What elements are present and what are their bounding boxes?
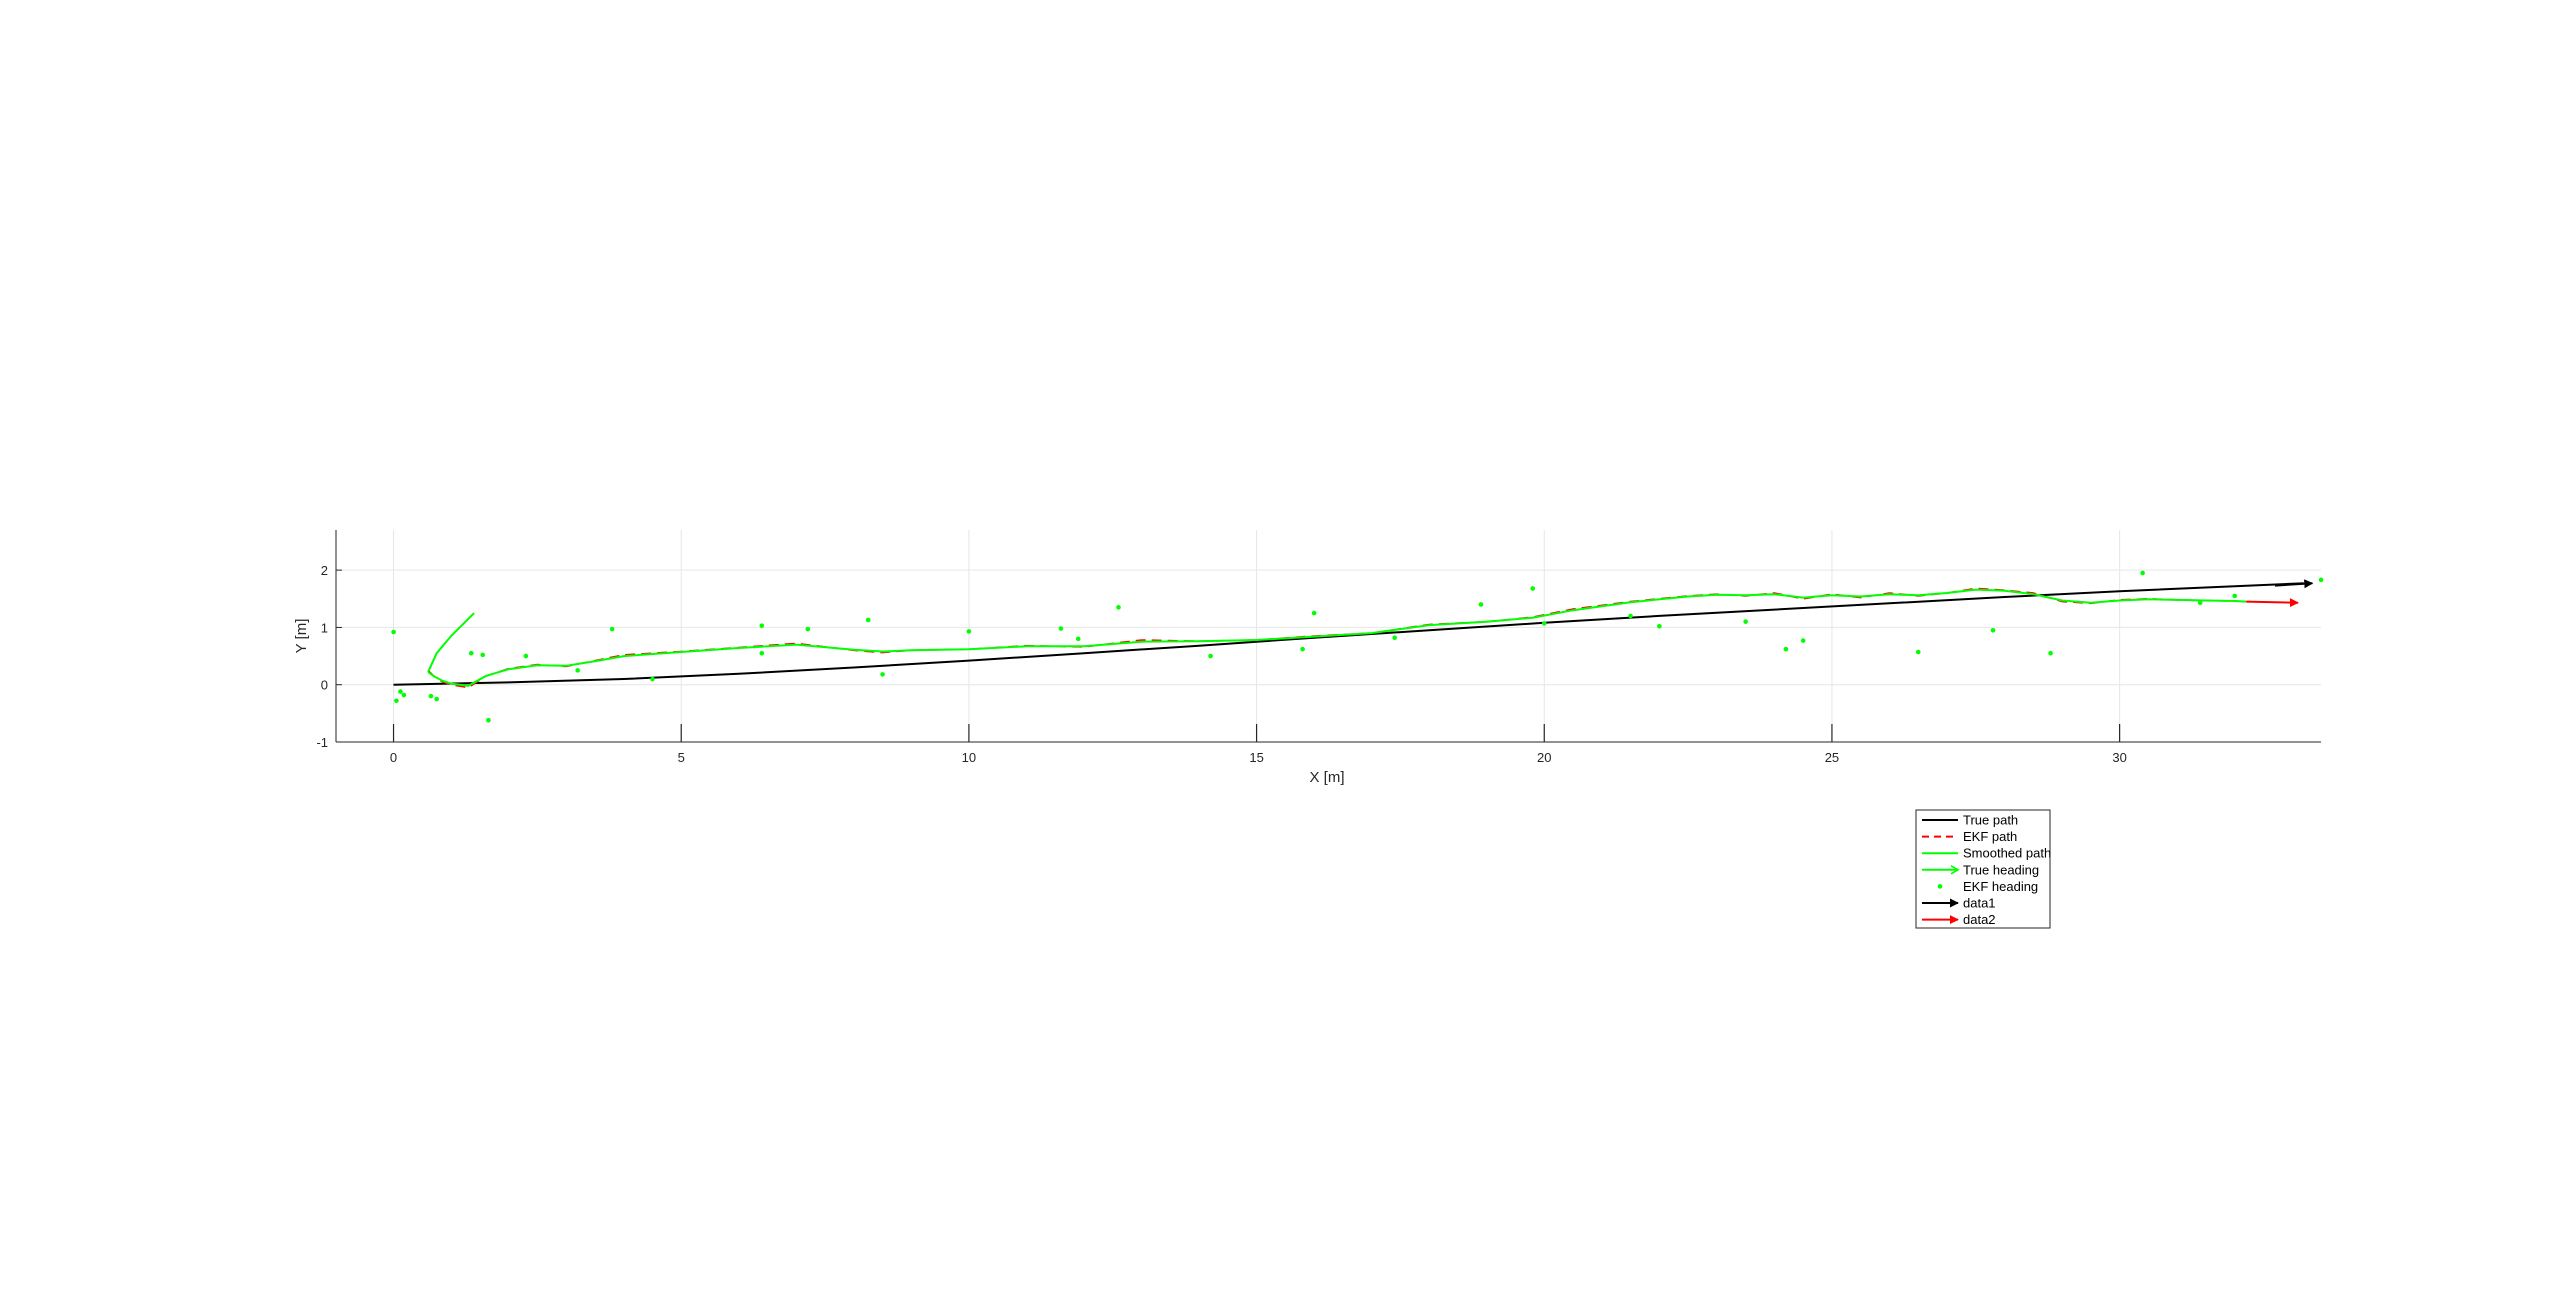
- data1-arrow: [2274, 579, 2314, 589]
- y-tick-label: 2: [321, 563, 328, 578]
- y-tick-label: 0: [321, 678, 328, 693]
- legend-swatch-arrowhead-true-heading: [1950, 865, 1960, 875]
- ekf-heading-point: [865, 617, 871, 623]
- ekf-heading-point: [428, 693, 434, 699]
- true-heading-line: [427, 612, 475, 673]
- ekf-heading-point: [486, 717, 491, 723]
- ekf-heading-point: [1783, 646, 1789, 652]
- y-axis-label: Y [m]: [293, 619, 310, 654]
- legend-label-true-heading: True heading: [1963, 862, 2039, 877]
- ekf-heading-point: [1657, 623, 1662, 629]
- ekf-heading-point: [805, 626, 811, 632]
- ekf-heading-point: [2140, 570, 2145, 576]
- ekf-heading-point: [759, 650, 765, 656]
- ekf-heading-point: [401, 692, 407, 698]
- x-tick-label: 0: [390, 750, 397, 765]
- ekf-heading-point: [1743, 619, 1748, 624]
- ekf-heading-point: [468, 650, 474, 656]
- legend-label-data2: data2: [1963, 912, 1996, 927]
- ekf-heading-point: [1392, 635, 1397, 641]
- ekf-heading-point: [480, 652, 486, 658]
- ekf-heading-point: [1530, 586, 1536, 591]
- ekf-heading-point: [1478, 602, 1484, 607]
- ekf-heading-point: [650, 676, 655, 682]
- ekf-heading-point: [1075, 636, 1081, 642]
- ekf-heading-point: [1800, 638, 1806, 643]
- ekf-heading-point: [398, 689, 403, 694]
- legend-label-smoothed-path: Smoothed path: [1963, 846, 2051, 861]
- ekf-heading-point: [523, 653, 529, 659]
- x-tick-label: 30: [2112, 750, 2126, 765]
- ekf-heading-point: [1915, 649, 1921, 655]
- ekf-heading-point: [2232, 593, 2237, 599]
- ekf-heading-point: [1541, 621, 1547, 626]
- legend-label-ekf-path: EKF path: [1963, 829, 2017, 844]
- x-tick-label: 20: [1537, 750, 1551, 765]
- ekf-heading-point: [2048, 650, 2053, 656]
- ekf-heading-point: [1058, 626, 1064, 631]
- ekf-heading-point: [575, 668, 580, 673]
- x-tick-label: 25: [1825, 750, 1839, 765]
- ekf-heading-point: [609, 626, 615, 632]
- legend-label-data1: data1: [1963, 896, 1996, 911]
- axes: 0 5 10 15 20 25 30 -1 0 1 2: [316, 530, 2321, 765]
- ekf-heading-point: [1311, 610, 1317, 616]
- y-tick-label: -1: [316, 735, 328, 750]
- x-tick-label: 5: [678, 750, 685, 765]
- ekf-heading-point: [880, 672, 885, 677]
- ekf-heading-point: [391, 629, 396, 635]
- ekf-heading-point: [1208, 653, 1213, 659]
- legend-label-true-path: True path: [1963, 813, 2018, 828]
- smoothed-path-line: [427, 588, 2247, 687]
- ekf-heading-point: [2318, 577, 2324, 583]
- ekf-heading-point: [434, 696, 439, 702]
- y-tick-label: 1: [321, 620, 328, 635]
- x-axis-label: X [m]: [1309, 769, 1344, 786]
- x-tick-label: 10: [962, 750, 976, 765]
- ekf-heading-point: [2197, 600, 2203, 606]
- ekf-heading-point: [1628, 613, 1633, 619]
- legend-label-ekf-heading: EKF heading: [1963, 879, 2038, 894]
- ekf-heading-point: [759, 623, 765, 628]
- ekf-heading-point: [394, 698, 399, 704]
- legend-swatch-ekf-heading: [1937, 884, 1943, 889]
- data2-arrow: [2246, 598, 2299, 608]
- ekf-heading-point: [966, 629, 972, 634]
- ekf-heading-point: [1300, 646, 1305, 652]
- ekf-path-line: [427, 587, 2247, 689]
- plot-series: [391, 570, 2324, 723]
- ekf-heading-point: [1116, 605, 1121, 610]
- x-tick-label: 15: [1249, 750, 1263, 765]
- ekf-heading-point: [1990, 627, 1996, 633]
